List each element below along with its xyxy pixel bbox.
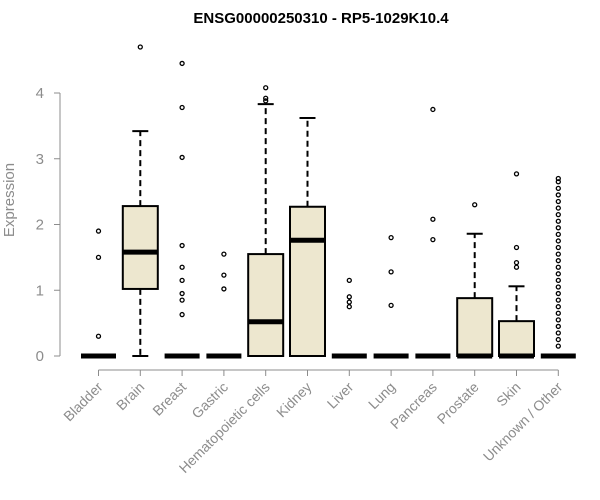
outlier-point [555,258,561,264]
outlier-point [179,277,185,284]
outlier-point [95,228,102,234]
outlier-point [346,304,352,310]
box-breast [164,60,200,359]
outlier-point [555,192,561,198]
y-tick-label: 2 [36,217,44,234]
chart-title: ENSG00000250310 - RP5-1029K10.4 [193,10,449,27]
outlier-point [513,259,520,266]
outlier-point [555,323,561,330]
box-lung [373,234,409,359]
outlier-point [555,218,561,224]
outlier-point [472,202,478,208]
box-skin [498,171,535,359]
outlier-point [555,179,561,185]
outlier-point [555,175,561,182]
outlier-point [346,299,352,305]
x-tick-label: Brain [113,379,147,413]
outlier-point [555,271,561,277]
outlier-point [555,205,561,211]
outlier-point [555,336,561,343]
outlier-point [555,317,561,323]
y-tick-label: 4 [36,85,44,102]
outlier-point [179,264,185,270]
outlier-point [179,311,185,318]
outlier-point [388,234,394,241]
outlier-point [346,277,352,284]
outlier-point [221,272,227,278]
outlier-point [555,225,561,231]
x-tick-label: Lung [365,379,398,412]
y-axis: 0 1 2 3 4 [36,85,61,365]
outlier-point [555,277,561,284]
box-body [247,253,285,357]
outlier-point [555,343,561,349]
outlier-point [555,284,561,290]
outlier-point [430,106,436,113]
outlier-point [179,154,185,161]
outlier-point [221,286,227,292]
outlier-point [555,290,561,297]
box-kidney [289,116,326,357]
x-tick-label: Unknown / Other [480,379,566,465]
outlier-point [555,264,561,270]
outlier-point [95,333,102,339]
box-body [121,205,159,290]
y-tick-label: 1 [36,282,44,299]
y-tick-label: 0 [36,348,44,365]
outlier-point [555,244,561,251]
outlier-point [137,44,143,50]
box-body [498,320,535,357]
outlier-point [555,231,561,238]
outlier-point [513,244,520,251]
outlier-point [555,330,561,336]
outlier-point [555,251,561,257]
box-body [289,205,326,357]
outlier-point [179,60,185,67]
outlier-point [179,297,185,303]
outlier-point [221,251,227,257]
outlier-point [430,236,436,243]
outlier-point [388,302,394,309]
box-liver [331,277,367,359]
box-pancreas [415,106,451,359]
outlier-point [555,238,561,244]
outlier-point [555,185,561,191]
box-unknown-other [540,175,576,359]
x-tick-label: Skin [493,379,524,410]
x-tick-label: Bladder [60,379,106,425]
x-tick-label: Kidney [273,379,315,421]
box-hematopoietic-cells [247,85,285,357]
y-tick-label: 3 [36,151,44,168]
outlier-point [388,269,394,275]
outlier-point [346,294,352,300]
outlier-point [513,171,520,177]
outlier-point [95,254,102,261]
outlier-point [513,264,520,270]
x-tick-label: Prostate [434,379,482,427]
outlier-point [179,242,185,249]
x-tick-label: Liver [324,379,357,412]
outlier-point [179,104,185,111]
outlier-point [179,290,185,297]
outlier-point [555,304,561,310]
outlier-point [430,216,436,222]
outlier-point [555,211,561,218]
boxes [81,44,576,359]
outlier-point [263,85,269,91]
box-body [456,297,494,358]
x-tick-label: Breast [149,379,189,419]
outlier-point [263,95,269,101]
box-bladder [81,228,116,359]
box-prostate [456,202,494,359]
box-brain [121,44,159,357]
outlier-point [555,297,561,303]
outlier-point [555,310,561,316]
box-gastric [206,251,242,359]
outlier-point [555,198,561,205]
outlier-point [263,98,269,104]
y-axis-label: Expression [1,163,18,237]
